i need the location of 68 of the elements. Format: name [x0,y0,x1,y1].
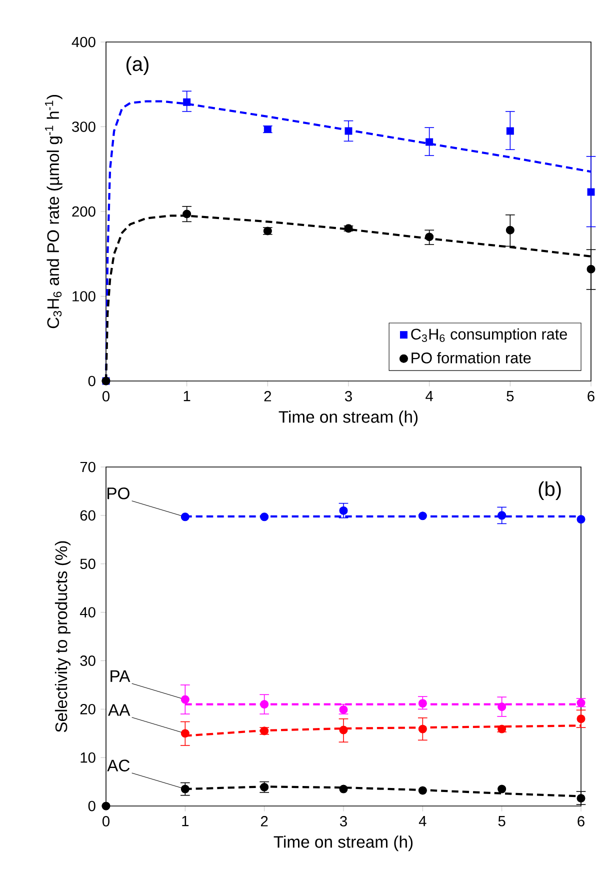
x-tick-label: 5 [506,391,514,402]
point [344,127,352,135]
x-tick-label: 3 [340,816,347,826]
annotation: (b) [538,481,561,500]
x-tick-label: 6 [588,391,594,402]
point [506,226,514,234]
point [260,512,269,522]
y-axis-title: Selectivity to products (%) [54,541,70,732]
point [339,784,348,794]
point [102,802,110,810]
text: PO [108,487,130,500]
y-tick-label: 60 [80,510,96,521]
point [425,232,434,242]
y-tick-label: 30 [80,656,96,666]
y-tick-label: 40 [80,607,96,618]
x-tick-label: 1 [182,816,189,826]
point [180,729,190,738]
y-tick-label: 200 [72,206,96,217]
point [183,98,191,106]
x-axis-title: Time on stream (h) [278,410,418,426]
x-tick-label: 3 [344,391,352,402]
y-tick-label: 300 [72,122,96,132]
x-tick-label: 0 [102,391,110,402]
point [418,786,427,795]
y-tick-label: 100 [72,291,96,302]
y-tick-label: 400 [72,36,96,48]
text: AA [108,704,130,716]
point [418,512,427,520]
x-tick-label: 4 [418,816,426,826]
point [506,127,514,135]
point [180,695,190,704]
point [180,784,190,794]
x-tick-label: 6 [578,816,584,826]
text: AC [107,760,130,772]
x-tick-label: 1 [184,391,190,402]
text: C$_{3}$H$_{6}$ and PO rate (µmol g$^{-1}$ h$^{-1}$) [45,95,62,328]
y-tick-label: 70 [80,462,96,472]
legend-label: C$_{3}$H$_{6}$ consumption rate [411,328,567,343]
legend-label: PO formation rate [412,352,531,364]
x-tick-label: 2 [264,391,272,402]
point [587,188,595,196]
point [339,506,348,515]
y-tick-label: 0 [88,376,96,386]
y-tick-label: 0 [88,800,96,812]
point [576,515,586,524]
x-tick-label: 0 [102,816,110,826]
point [498,702,506,711]
point [339,726,348,734]
y-tick-label: 10 [80,752,96,763]
point [576,794,586,803]
annotation: (a) [126,56,148,76]
point [418,699,427,708]
x-tick-label: 2 [260,816,268,826]
point [576,714,586,724]
point [418,724,427,734]
point [426,138,434,146]
point [180,512,190,522]
text: PA [110,670,130,682]
point [498,784,506,794]
point [498,511,506,520]
point [182,210,192,218]
point [260,700,269,709]
y-tick-label: 50 [80,558,96,570]
x-axis-title: Time on stream (h) [274,836,413,852]
x-tick-label: 4 [426,391,433,402]
x-tick-label: 5 [498,816,506,826]
point [586,264,596,274]
y-tick-label: 20 [80,704,96,714]
